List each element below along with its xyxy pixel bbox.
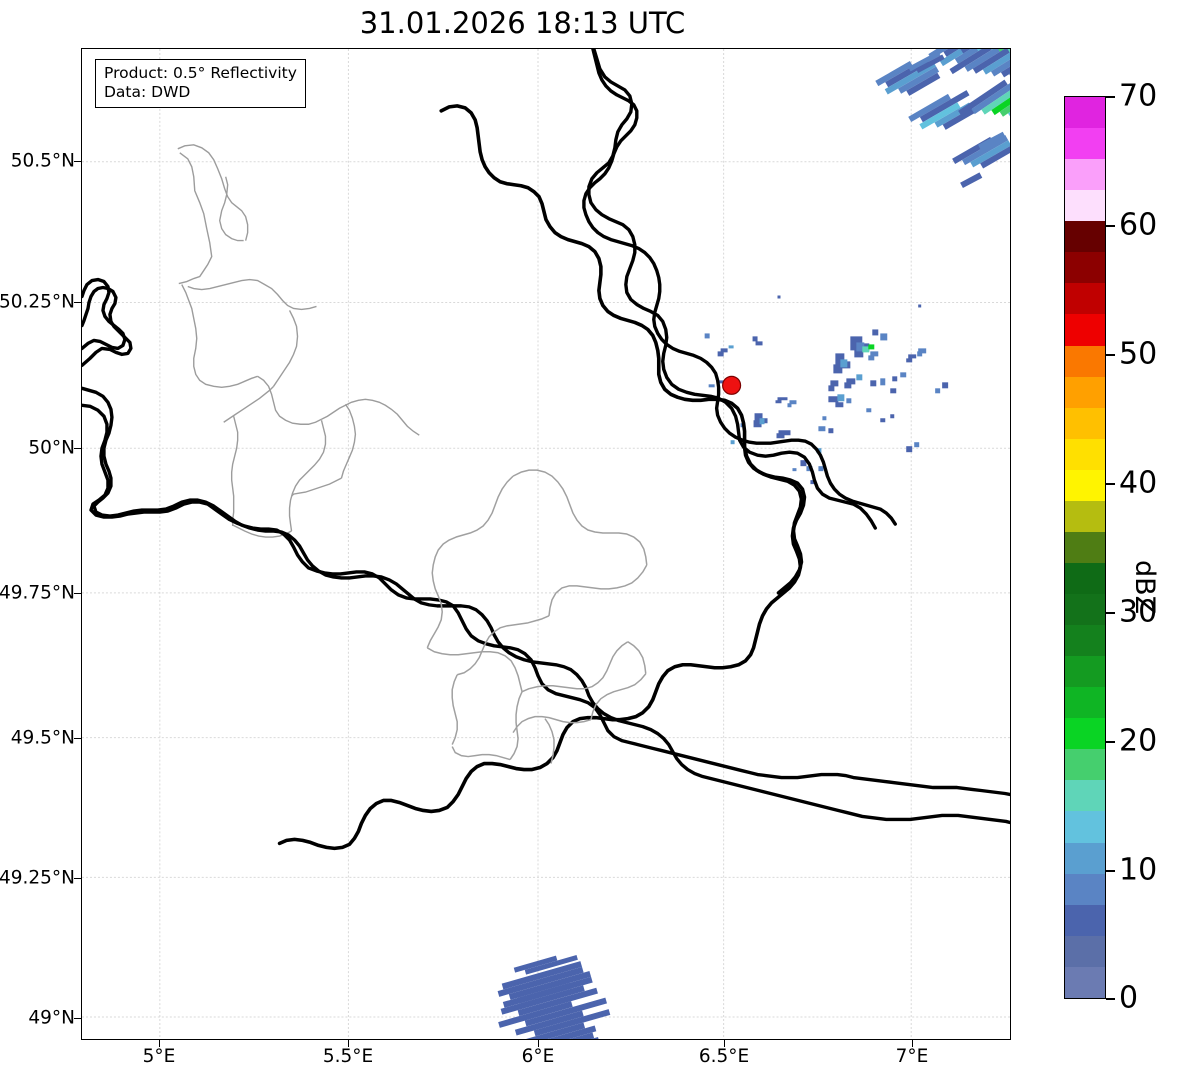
y-tick-label-1: 50.25°N: [0, 291, 75, 313]
y-tick-label-6: 49°N: [28, 1007, 75, 1029]
colorbar[interactable]: [1064, 96, 1106, 999]
y-tick-label-3: 49.75°N: [0, 582, 75, 604]
colorbar-band-25: [1065, 873, 1105, 905]
colorbar-band-14: [1065, 531, 1105, 563]
y-tick-mark-4: [74, 738, 81, 740]
colorbar-tick-mark-60: [1106, 225, 1115, 227]
colorbar-tick-label-60: 60: [1119, 207, 1158, 243]
echo-cluster-northeast: [875, 49, 1010, 189]
map-svg: [82, 49, 1010, 1039]
border-belgium-germany: [587, 49, 877, 530]
colorbar-band-6: [1065, 283, 1105, 315]
colorbar-band-10: [1065, 407, 1105, 439]
y-tick-mark-1: [74, 302, 81, 304]
colorbar-band-22: [1065, 780, 1105, 812]
colorbar-band-7: [1065, 314, 1105, 346]
colorbar-band-5: [1065, 252, 1105, 284]
colorbar-tick-mark-70: [1106, 96, 1115, 98]
x-tick-mark-4: [912, 1040, 914, 1047]
luxembourg-national-border: [172, 51, 786, 764]
info-data-line: Data: DWD: [104, 82, 191, 101]
x-tick-label-1: 5.5°E: [322, 1046, 374, 1067]
y-tick-label-5: 49.25°N: [0, 867, 75, 889]
colorbar-tick-mark-30: [1106, 612, 1115, 614]
colorbar-band-3: [1065, 190, 1105, 222]
colorbar-tick-label-30: 30: [1119, 594, 1158, 630]
colorbar-band-15: [1065, 562, 1105, 594]
info-box: Product: 0.5° Reflectivity Data: DWD: [95, 59, 306, 108]
colorbar-band-9: [1065, 376, 1105, 408]
colorbar-tick-label-0: 0: [1119, 980, 1139, 1016]
x-tick-mark-2: [538, 1040, 540, 1047]
y-tick-label-0: 50.5°N: [10, 150, 75, 172]
colorbar-tick-label-70: 70: [1119, 78, 1158, 114]
border-france-belgium-luxembourg-south: [82, 403, 1010, 797]
colorbar-tick-label-50: 50: [1119, 336, 1158, 372]
colorbar-tick-label-40: 40: [1119, 465, 1158, 501]
colorbar-band-8: [1065, 345, 1105, 377]
national-borders: [82, 49, 1010, 825]
colorbar-band-17: [1065, 625, 1105, 657]
colorbar-tick-mark-20: [1106, 741, 1115, 743]
y-tick-mark-5: [74, 878, 81, 880]
graticule-grid: [82, 49, 1010, 1039]
border-france-belgium-west: [82, 277, 127, 351]
x-tick-label-2: 6°E: [521, 1046, 555, 1067]
y-tick-mark-0: [74, 161, 81, 163]
colorbar-band-21: [1065, 749, 1105, 781]
colorbar-band-23: [1065, 811, 1105, 843]
luxembourg-internal-borders: [426, 469, 648, 764]
colorbar-band-27: [1065, 935, 1105, 967]
radar-map-plot[interactable]: Product: 0.5° Reflectivity Data: DWD: [81, 48, 1011, 1040]
border-luxembourg-national: [277, 104, 807, 851]
colorbar-band-13: [1065, 500, 1105, 532]
radar-echo-layer: [497, 49, 1010, 1039]
y-tick-mark-2: [74, 448, 81, 450]
colorbar-tick-mark-50: [1106, 354, 1115, 356]
info-product-line: Product: 0.5° Reflectivity: [104, 64, 297, 82]
x-tick-label-4: 7°E: [895, 1046, 929, 1067]
geography-layer: [82, 49, 1010, 851]
page-title: 31.01.2026 18:13 UTC: [359, 6, 686, 40]
y-tick-mark-3: [74, 593, 81, 595]
colorbar-band-2: [1065, 159, 1105, 191]
y-tick-label-2: 50°N: [28, 437, 75, 459]
colorbar-band-28: [1065, 966, 1105, 998]
x-tick-mark-1: [348, 1040, 350, 1047]
colorbar-band-0: [1065, 97, 1105, 129]
colorbar-tick-mark-10: [1106, 870, 1115, 872]
colorbar-band-11: [1065, 438, 1105, 470]
colorbar-tick-mark-0: [1106, 998, 1115, 1000]
x-tick-label-3: 6.5°E: [698, 1046, 750, 1067]
colorbar-band-18: [1065, 656, 1105, 688]
colorbar-band-4: [1065, 221, 1105, 253]
colorbar-band-16: [1065, 594, 1105, 626]
radar-site-marker: [722, 375, 742, 395]
echo-cluster-south: [497, 954, 611, 1039]
colorbar-tick-label-20: 20: [1119, 723, 1158, 759]
x-tick-mark-0: [159, 1040, 161, 1047]
colorbar-band-24: [1065, 842, 1105, 874]
colorbar-band-26: [1065, 904, 1105, 936]
y-tick-label-4: 49.5°N: [10, 727, 75, 749]
x-tick-mark-3: [724, 1040, 726, 1047]
y-tick-mark-6: [74, 1018, 81, 1020]
colorbar-band-19: [1065, 687, 1105, 719]
x-tick-label-0: 5°E: [142, 1046, 176, 1067]
luxembourg-canton-borders: [177, 144, 420, 538]
colorbar-band-20: [1065, 718, 1105, 750]
colorbar-tick-label-10: 10: [1119, 852, 1158, 888]
border-luxembourg-east: [742, 445, 804, 595]
colorbar-axis-title: dBZ: [1129, 560, 1160, 615]
colorbar-band-1: [1065, 128, 1105, 160]
colorbar-tick-mark-40: [1106, 483, 1115, 485]
colorbar-band-12: [1065, 469, 1105, 501]
